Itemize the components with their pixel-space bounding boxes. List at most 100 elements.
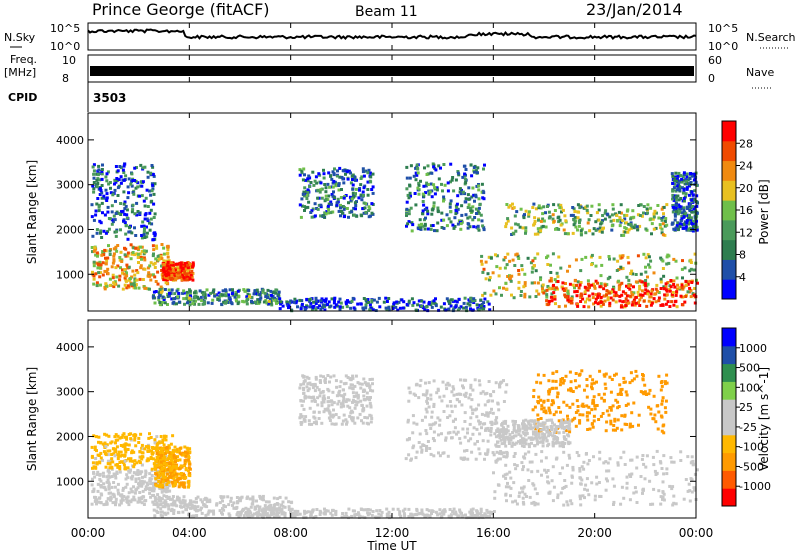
scatter-cell — [333, 196, 337, 200]
scatter-cell — [424, 191, 427, 195]
scatter-cell — [115, 275, 119, 279]
scatter-cell — [104, 284, 108, 288]
scatter-cell — [599, 296, 603, 299]
scatter-cell — [173, 449, 177, 453]
scatter-cell — [131, 269, 135, 273]
scatter-cell — [687, 205, 691, 208]
scatter-cell — [548, 287, 552, 291]
scatter-cell — [346, 398, 349, 402]
scatter-cell — [234, 293, 238, 297]
scatter-cell — [487, 380, 491, 383]
scatter-cell — [281, 304, 285, 308]
scatter-cell — [375, 300, 379, 304]
scatter-cell — [616, 400, 620, 404]
scatter-cell — [609, 290, 613, 294]
scatter-cell — [557, 255, 561, 259]
scatter-cell — [662, 285, 666, 289]
scatter-cell — [104, 256, 107, 260]
scatter-cell — [130, 284, 134, 288]
scatter-cell — [182, 289, 186, 293]
scatter-cell — [166, 271, 170, 275]
scatter-cell — [632, 401, 636, 405]
scatter-cell — [324, 190, 328, 194]
scatter-cell — [91, 490, 95, 494]
scatter-cell — [625, 294, 629, 298]
scatter-cell — [444, 436, 448, 440]
scatter-cell — [553, 297, 557, 301]
scatter-cell — [474, 457, 478, 461]
scatter-cell — [517, 272, 521, 276]
scatter-cell — [438, 423, 442, 427]
scatter-cell — [416, 303, 420, 307]
scatter-cell — [333, 296, 337, 300]
scatter-cell — [457, 297, 461, 301]
scatter-cell — [574, 372, 578, 375]
scatter-cell — [272, 496, 276, 500]
scatter-cell — [541, 212, 545, 216]
scatter-cell — [604, 477, 608, 481]
scatter-cell — [410, 297, 414, 301]
scatter-cell — [332, 374, 336, 378]
scatter-cell — [100, 184, 104, 187]
scatter-cell — [316, 189, 320, 193]
scatter-cell — [218, 509, 222, 513]
scatter-cell — [562, 228, 566, 232]
scatter-cell — [196, 505, 200, 509]
scatter-cell — [415, 163, 419, 167]
scatter-cell — [203, 296, 207, 300]
scatter-cell — [582, 467, 586, 471]
scatter-cell — [647, 263, 651, 267]
scatter-cell — [511, 258, 515, 262]
scatter-cell — [670, 292, 674, 296]
scatter-cell — [666, 300, 670, 304]
scatter-cell — [644, 465, 648, 469]
scatter-cell — [493, 496, 497, 500]
scatter-cell — [620, 293, 624, 297]
freq-trace — [90, 66, 694, 76]
scatter-cell — [370, 300, 374, 304]
scatter-cell — [533, 487, 537, 491]
scatter-cell — [111, 261, 115, 265]
scatter-cell — [634, 295, 638, 299]
scatter-cell — [512, 206, 516, 210]
scatter-cell — [312, 415, 316, 419]
scatter-cell — [371, 191, 375, 195]
scatter-cell — [512, 296, 516, 300]
scatter-cell — [502, 286, 505, 290]
y-tick-label: 4000 — [56, 134, 84, 147]
scatter-cell — [185, 262, 188, 266]
scatter-cell — [453, 404, 457, 408]
scatter-cell — [413, 192, 417, 195]
scatter-cell — [371, 185, 375, 189]
scatter-cell — [580, 478, 584, 482]
scatter-cell — [352, 306, 356, 310]
scatter-cell — [573, 290, 577, 294]
scatter-cell — [178, 458, 182, 462]
scatter-cell — [134, 480, 138, 483]
scatter-cell — [407, 386, 411, 390]
scatter-cell — [471, 218, 475, 222]
scatter-cell — [596, 281, 599, 285]
scatter-cell — [681, 276, 684, 280]
freq-tick-top: 10 — [62, 54, 76, 67]
scatter-cell — [473, 199, 476, 203]
scatter-cell — [186, 261, 190, 265]
scatter-cell — [681, 175, 685, 179]
scatter-cell — [516, 254, 520, 258]
scatter-cell — [299, 421, 303, 424]
scatter-cell — [669, 456, 673, 460]
scatter-cell — [527, 479, 531, 482]
scatter-cell — [171, 460, 175, 464]
scatter-cell — [422, 300, 426, 304]
scatter-cell — [654, 420, 658, 424]
scatter-cell — [171, 464, 175, 468]
scatter-cell — [585, 477, 589, 481]
scatter-cell — [414, 456, 418, 460]
scatter-cell — [306, 389, 310, 393]
scatter-cell — [133, 212, 137, 216]
scatter-cell — [258, 494, 262, 498]
scatter-cell — [133, 226, 136, 230]
scatter-cell — [310, 396, 314, 399]
scatter-cell — [212, 288, 216, 292]
scatter-cell — [523, 281, 527, 285]
